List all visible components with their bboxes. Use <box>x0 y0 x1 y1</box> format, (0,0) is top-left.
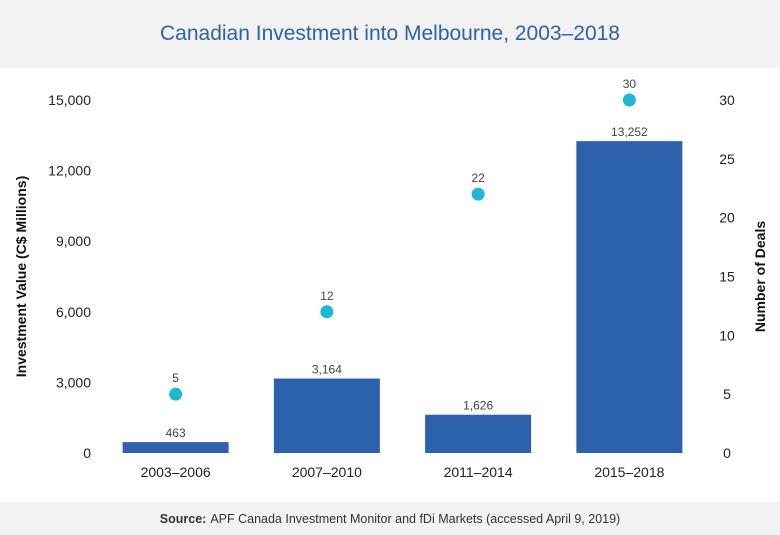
bar-value-label: 463 <box>166 426 186 440</box>
bar <box>273 378 380 453</box>
y-axis-title: Investment Value (C$ Millions) <box>13 176 29 378</box>
x-tick-label: 2015–2018 <box>594 464 664 480</box>
bar-value-label: 1,626 <box>463 399 493 413</box>
y2-tick-label: 0 <box>723 445 731 461</box>
y-tick-label: 3,000 <box>56 374 91 390</box>
deal-count-dot <box>169 387 183 401</box>
chart-title: Canadian Investment into Melbourne, 2003… <box>160 22 620 45</box>
title-band: Canadian Investment into Melbourne, 2003… <box>0 0 780 68</box>
deal-count-label: 30 <box>623 77 637 91</box>
y2-tick-label: 15 <box>719 269 735 285</box>
y-tick-label: 0 <box>83 445 91 461</box>
x-tick-label: 2003–2006 <box>141 464 211 480</box>
bar <box>576 141 683 453</box>
bar-value-label: 13,252 <box>611 125 648 139</box>
y2-tick-label: 5 <box>723 386 731 402</box>
deal-count-label: 12 <box>320 289 334 303</box>
chart-area: 0 3,000 6,000 9,000 12,000 15,000 0 5 10 15 20 25 30… <box>13 77 768 480</box>
y2-tick-label: 10 <box>719 327 735 343</box>
y2-tick-label: 20 <box>719 210 735 226</box>
x-tick-label: 2011–2014 <box>444 464 513 480</box>
deal-count-label: 22 <box>471 171 485 185</box>
deal-count-label: 5 <box>172 371 179 385</box>
source-text: APF Canada Investment Monitor and fDi Ma… <box>210 511 621 526</box>
bar <box>425 414 532 453</box>
y2-tick-label: 25 <box>719 151 735 167</box>
bar <box>122 442 229 453</box>
deal-count-dot <box>471 187 485 201</box>
source-footer: Source: APF Canada Investment Monitor an… <box>0 502 780 535</box>
y2-tick-label: 30 <box>719 92 735 108</box>
deal-count-dot <box>622 93 636 107</box>
y-tick-label: 12,000 <box>48 163 91 179</box>
y-tick-label: 9,000 <box>56 233 91 249</box>
y2-axis-title: Number of Deals <box>752 221 768 332</box>
y-tick-label: 6,000 <box>56 304 91 320</box>
x-tick-label: 2007–2010 <box>292 464 362 480</box>
source-label: Source: <box>159 511 207 526</box>
bar-value-label: 3,164 <box>312 363 342 377</box>
deal-count-dot <box>320 305 334 319</box>
y-tick-label: 15,000 <box>48 92 91 108</box>
